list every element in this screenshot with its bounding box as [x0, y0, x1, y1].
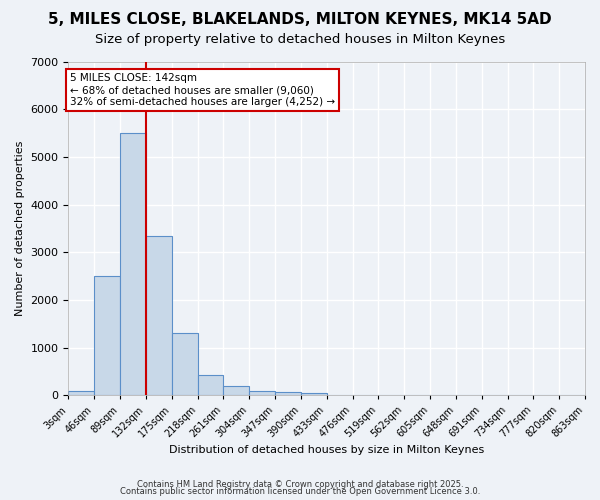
Bar	[146, 236, 172, 396]
Text: 5, MILES CLOSE, BLAKELANDS, MILTON KEYNES, MK14 5AD: 5, MILES CLOSE, BLAKELANDS, MILTON KEYNE…	[48, 12, 552, 28]
Bar	[68, 390, 94, 396]
Bar	[249, 390, 275, 396]
Y-axis label: Number of detached properties: Number of detached properties	[15, 141, 25, 316]
Text: Size of property relative to detached houses in Milton Keynes: Size of property relative to detached ho…	[95, 32, 505, 46]
Text: Contains public sector information licensed under the Open Government Licence 3.: Contains public sector information licen…	[120, 488, 480, 496]
Bar	[172, 334, 197, 396]
Bar	[94, 276, 120, 396]
Bar	[223, 386, 249, 396]
Text: 5 MILES CLOSE: 142sqm
← 68% of detached houses are smaller (9,060)
32% of semi-d: 5 MILES CLOSE: 142sqm ← 68% of detached …	[70, 74, 335, 106]
Bar	[301, 393, 327, 396]
X-axis label: Distribution of detached houses by size in Milton Keynes: Distribution of detached houses by size …	[169, 445, 484, 455]
Bar	[197, 376, 223, 396]
Bar	[120, 133, 146, 396]
Text: Contains HM Land Registry data © Crown copyright and database right 2025.: Contains HM Land Registry data © Crown c…	[137, 480, 463, 489]
Bar	[275, 392, 301, 396]
